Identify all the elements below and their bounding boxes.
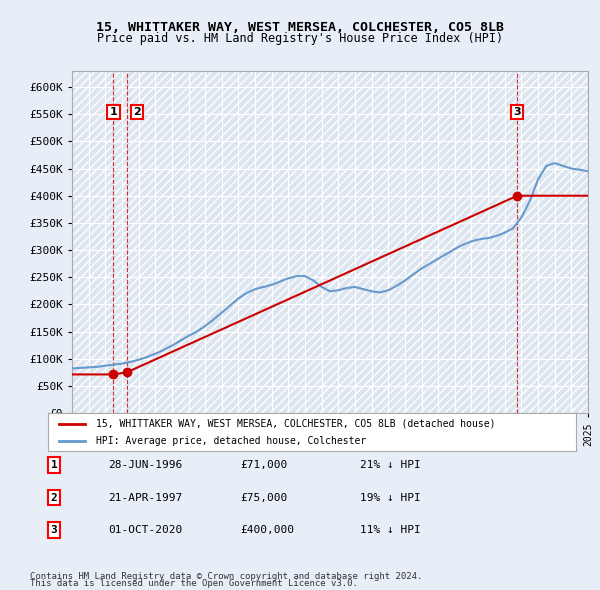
Text: 15, WHITTAKER WAY, WEST MERSEA, COLCHESTER, CO5 8LB: 15, WHITTAKER WAY, WEST MERSEA, COLCHEST… <box>96 21 504 34</box>
Text: 1: 1 <box>110 107 118 117</box>
Text: 19% ↓ HPI: 19% ↓ HPI <box>360 493 421 503</box>
Text: This data is licensed under the Open Government Licence v3.0.: This data is licensed under the Open Gov… <box>30 579 358 588</box>
Text: 11% ↓ HPI: 11% ↓ HPI <box>360 525 421 535</box>
Text: 2: 2 <box>50 493 58 503</box>
Text: Contains HM Land Registry data © Crown copyright and database right 2024.: Contains HM Land Registry data © Crown c… <box>30 572 422 581</box>
Text: 15, WHITTAKER WAY, WEST MERSEA, COLCHESTER, CO5 8LB (detached house): 15, WHITTAKER WAY, WEST MERSEA, COLCHEST… <box>95 419 495 429</box>
Text: £71,000: £71,000 <box>240 460 287 470</box>
Text: 28-JUN-1996: 28-JUN-1996 <box>108 460 182 470</box>
Text: 01-OCT-2020: 01-OCT-2020 <box>108 525 182 535</box>
Text: £400,000: £400,000 <box>240 525 294 535</box>
Text: 3: 3 <box>50 525 58 535</box>
Text: 21-APR-1997: 21-APR-1997 <box>108 493 182 503</box>
Text: Price paid vs. HM Land Registry's House Price Index (HPI): Price paid vs. HM Land Registry's House … <box>97 32 503 45</box>
Text: 2: 2 <box>133 107 141 117</box>
Text: 1: 1 <box>50 460 58 470</box>
Text: 21% ↓ HPI: 21% ↓ HPI <box>360 460 421 470</box>
Text: 3: 3 <box>514 107 521 117</box>
Text: HPI: Average price, detached house, Colchester: HPI: Average price, detached house, Colc… <box>95 435 366 445</box>
Text: £75,000: £75,000 <box>240 493 287 503</box>
